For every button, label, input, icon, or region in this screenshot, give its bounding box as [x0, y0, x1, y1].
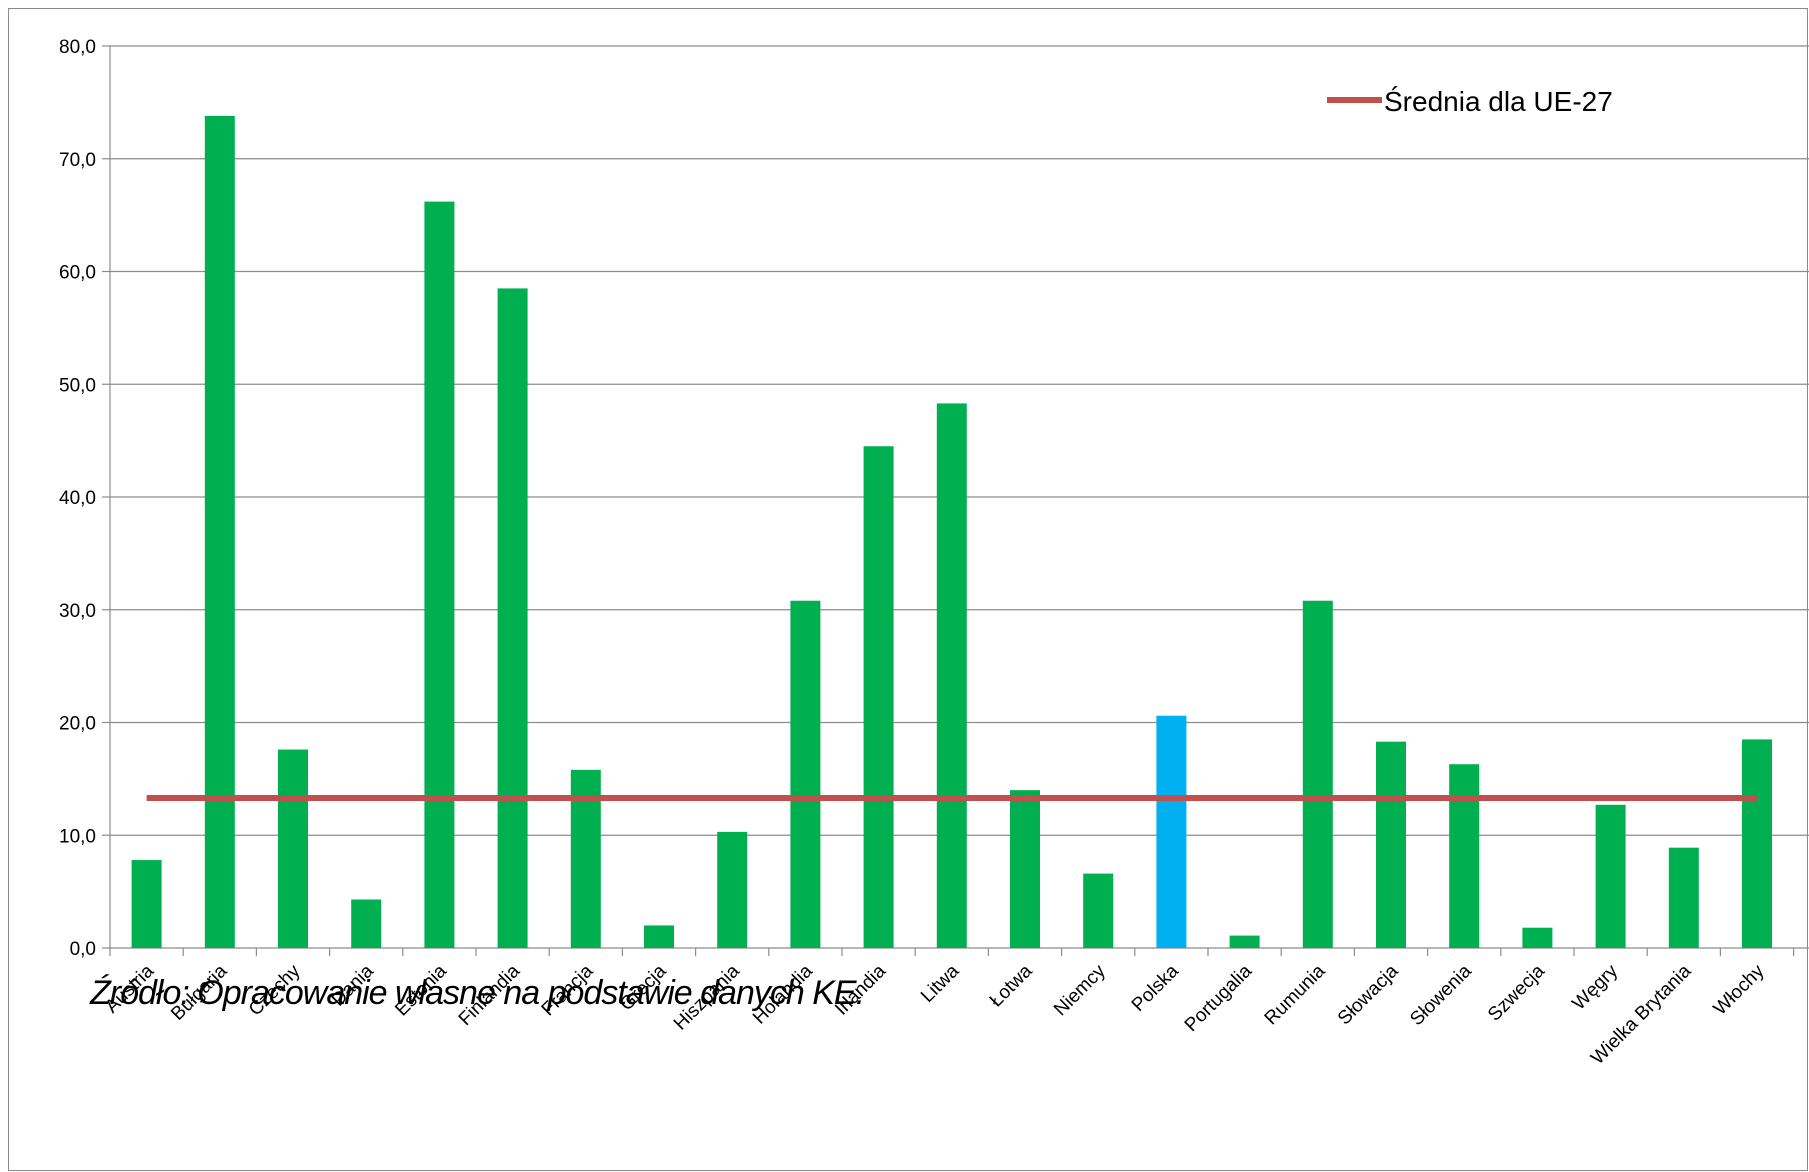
y-tick-label: 10,0: [59, 826, 96, 847]
y-tick-label: 50,0: [59, 375, 96, 396]
x-tick-label: Słowacja: [1334, 960, 1403, 1029]
bar: [1595, 804, 1626, 948]
bar: [1522, 927, 1553, 948]
bar: [1668, 847, 1699, 948]
bar: [497, 288, 528, 949]
bar: [936, 403, 967, 949]
bar: [278, 749, 308, 948]
bar: [131, 860, 162, 948]
source-note: Źródło: Opracowanie własne na podstawie …: [90, 974, 865, 1012]
bar: [1302, 600, 1333, 948]
bar: [1229, 935, 1260, 948]
y-tick-label: 40,0: [59, 488, 96, 509]
x-tick-label: Węgry: [1568, 960, 1622, 1014]
bars: [131, 115, 1772, 949]
y-tick-label: 80,0: [59, 37, 96, 58]
bar: [204, 115, 235, 948]
legend-label: Średnia dla UE-27: [1384, 85, 1613, 117]
bar: [790, 600, 821, 948]
y-axis: 0,0 10,0 20,0 30,0 40,0 50,0 60,0 70,0 80,0: [59, 37, 1809, 960]
bar: [351, 899, 382, 948]
bar: [1156, 715, 1187, 948]
x-tick-label: Litwa: [917, 960, 964, 1007]
x-tick-label: Portugalia: [1181, 960, 1257, 1036]
y-tick-label: 70,0: [59, 150, 96, 171]
x-tick-label: Łotwa: [986, 960, 1037, 1011]
grid-lines: [110, 45, 1809, 836]
x-tick-label: Włochy: [1710, 960, 1769, 1019]
x-tick-label: Szwecja: [1484, 960, 1549, 1025]
bar: [1083, 873, 1114, 948]
chart-frame: [8, 8, 1808, 1171]
bar: [1742, 739, 1772, 948]
bar: [1010, 790, 1040, 948]
x-tick-label: Polska: [1128, 960, 1183, 1015]
y-tick-label: 0,0: [70, 939, 96, 960]
bar: [424, 201, 455, 949]
bar: [717, 831, 748, 948]
y-tick-label: 20,0: [59, 714, 96, 735]
bar: [1376, 741, 1406, 948]
x-tick-label: Słowenia: [1406, 960, 1476, 1030]
legend: Średnia dla UE-27: [1327, 85, 1613, 117]
bar: [1449, 764, 1480, 948]
x-tick-label: Rumunia: [1261, 960, 1330, 1029]
bar: [644, 925, 674, 948]
y-tick-label: 60,0: [59, 263, 96, 284]
bar: [863, 446, 894, 948]
y-tick-label: 30,0: [59, 601, 96, 622]
x-tick-label: Niemcy: [1050, 960, 1110, 1020]
